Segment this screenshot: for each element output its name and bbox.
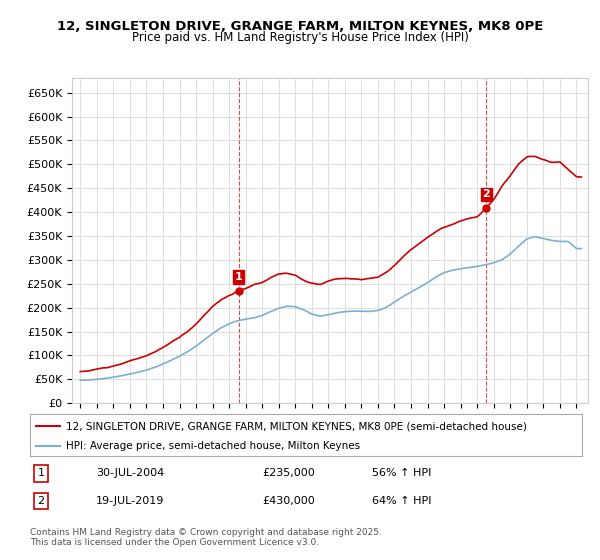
- Text: £235,000: £235,000: [262, 468, 314, 478]
- Text: 19-JUL-2019: 19-JUL-2019: [96, 496, 164, 506]
- Text: 12, SINGLETON DRIVE, GRANGE FARM, MILTON KEYNES, MK8 0PE (semi-detached house): 12, SINGLETON DRIVE, GRANGE FARM, MILTON…: [66, 421, 527, 431]
- Text: 12, SINGLETON DRIVE, GRANGE FARM, MILTON KEYNES, MK8 0PE: 12, SINGLETON DRIVE, GRANGE FARM, MILTON…: [57, 20, 543, 32]
- Text: 56% ↑ HPI: 56% ↑ HPI: [372, 468, 431, 478]
- Text: 2: 2: [482, 189, 490, 199]
- Text: HPI: Average price, semi-detached house, Milton Keynes: HPI: Average price, semi-detached house,…: [66, 441, 360, 451]
- Text: 1: 1: [235, 272, 242, 282]
- Text: Contains HM Land Registry data © Crown copyright and database right 2025.
This d: Contains HM Land Registry data © Crown c…: [30, 528, 382, 547]
- Text: 30-JUL-2004: 30-JUL-2004: [96, 468, 164, 478]
- Text: 1: 1: [38, 468, 44, 478]
- Text: Price paid vs. HM Land Registry's House Price Index (HPI): Price paid vs. HM Land Registry's House …: [131, 31, 469, 44]
- Text: £430,000: £430,000: [262, 496, 314, 506]
- Text: 64% ↑ HPI: 64% ↑ HPI: [372, 496, 432, 506]
- Text: 2: 2: [37, 496, 44, 506]
